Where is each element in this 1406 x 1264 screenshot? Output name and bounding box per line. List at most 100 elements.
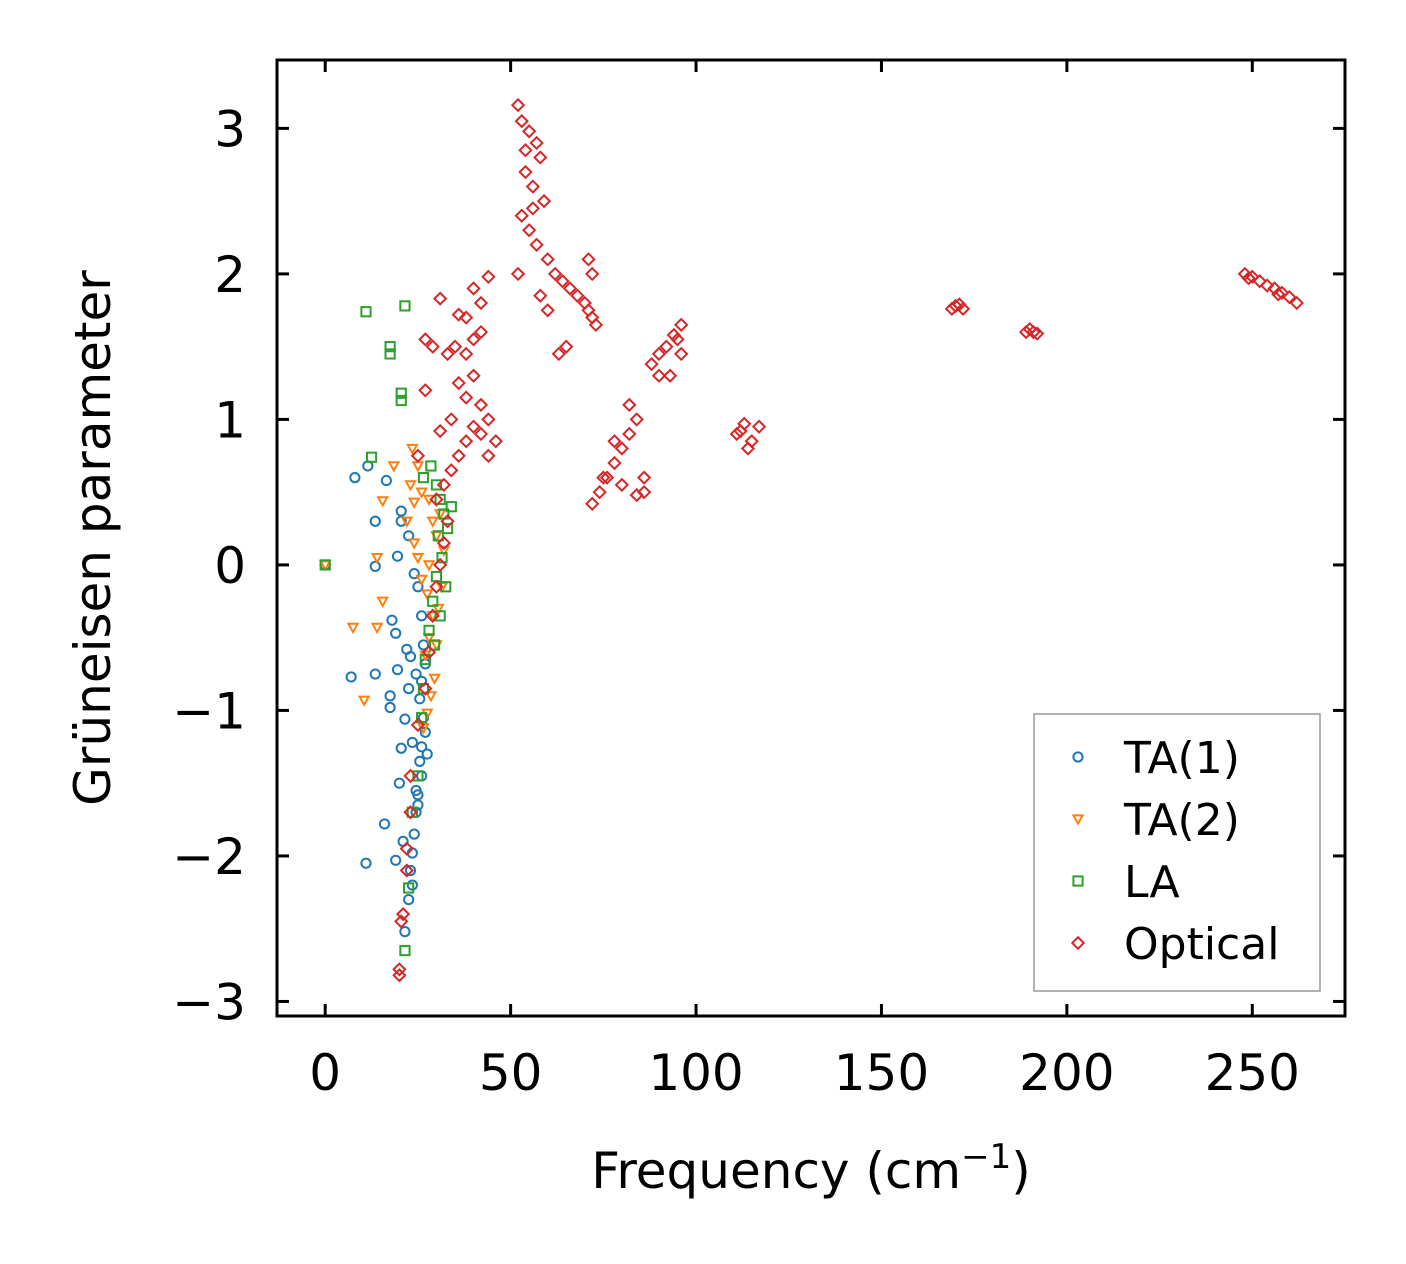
data-point [1274,285,1290,300]
y-tick-label: 0 [214,537,246,595]
data-point [387,461,401,473]
data-point [614,477,630,493]
data-point [522,124,537,139]
data-point [357,695,371,707]
data-point [417,639,430,651]
data-point [440,346,455,362]
data-point [406,443,419,456]
data-point [410,784,422,797]
data-point [525,201,541,216]
data-point [411,552,425,565]
data-point [360,306,372,318]
data-point [384,348,396,360]
data-point [473,397,489,413]
data-point [592,485,607,500]
data-point [458,310,474,325]
data-point [429,639,441,651]
data-point [403,768,418,784]
data-point [425,339,440,354]
data-point [444,412,459,427]
legend-label: LA [1124,857,1180,908]
data-point [533,150,548,165]
x-tick-label: 250 [1205,1044,1300,1102]
data-point [432,530,444,542]
legend-label: TA(2) [1123,795,1240,846]
data-point [392,968,407,983]
data-point [547,266,563,282]
data-point [425,608,440,624]
data-point [622,397,637,413]
data-point [525,179,541,194]
data-point [529,135,544,151]
data-point [410,668,422,680]
data-point [674,346,689,362]
data-point [733,423,748,439]
y-tick-label: 3 [214,100,246,158]
data-point [390,854,402,866]
data-point [440,514,455,529]
data-point [376,496,389,508]
data-point [481,412,496,427]
plot-frame [275,58,1347,1018]
data-point [429,492,444,507]
data-point [404,650,417,663]
data-point [451,307,466,322]
data-point [436,535,452,551]
data-points [318,97,1304,983]
data-point [729,426,744,442]
data-point [451,375,466,391]
data-point [384,701,396,714]
data-point [614,441,630,456]
data-point [444,463,459,478]
data-point [403,805,418,820]
data-point [404,864,417,877]
data-point [424,691,438,703]
data-point [952,297,967,312]
data-point [1271,287,1286,302]
data-point [636,485,652,500]
data-point [407,538,421,550]
data-point [422,632,436,645]
data-point [488,434,503,449]
data-point [412,581,424,593]
data-point [392,962,407,977]
data-point [533,288,548,303]
data-point [434,493,446,506]
data-point [422,560,436,572]
data-point [418,681,433,696]
data-point [740,441,756,456]
data-point [395,906,411,922]
data-point [559,339,574,354]
data-point [518,164,533,180]
data-point [399,863,414,878]
data-point [1245,269,1260,284]
data-point [369,515,381,527]
data-point [514,113,529,129]
legend-item: TA(2) [1071,795,1240,846]
y-tick-label: 2 [214,246,246,304]
data-point [1252,274,1267,289]
data-point [458,346,474,362]
data-point [349,472,361,484]
data-point [380,474,392,487]
data-point [346,622,360,635]
data-point [384,690,396,702]
data-point [1030,326,1045,341]
data-point [674,317,689,332]
data-point [416,741,428,753]
data-point [410,448,426,463]
data-point [651,368,667,383]
data-point [400,516,414,528]
x-axis: 0 50 100 150 200 250 [309,60,1300,1102]
x-tick-label: 50 [479,1044,543,1102]
x-axis-label-superscript: −1 [961,1137,1011,1177]
y-tick-label: −1 [172,682,246,740]
data-point [473,324,489,340]
data-point [395,394,407,407]
data-point [662,368,678,383]
data-point [420,589,434,601]
data-point [581,252,596,267]
data-point [403,893,415,906]
series-optical [392,97,1304,983]
data-point [394,914,409,929]
